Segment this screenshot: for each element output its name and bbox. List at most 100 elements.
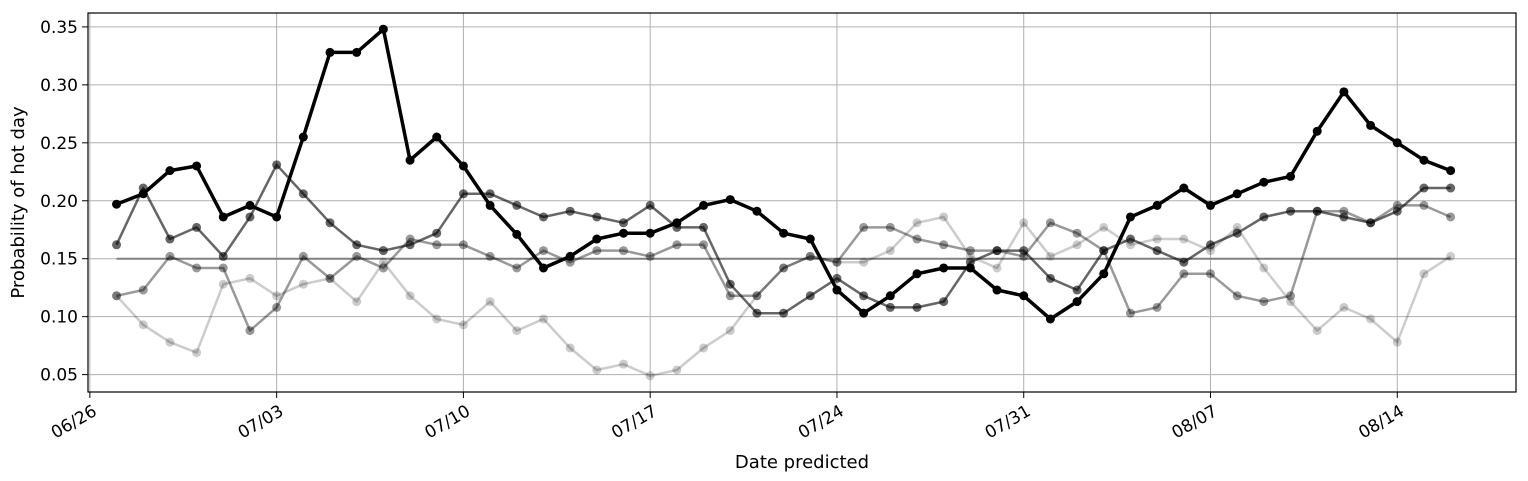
- data-point: [298, 279, 308, 289]
- data-point: [485, 297, 495, 307]
- data-point: [192, 222, 202, 232]
- data-point: [1339, 212, 1349, 222]
- data-point: [165, 337, 175, 347]
- data-point: [432, 240, 442, 250]
- data-point: [538, 314, 548, 324]
- data-point: [592, 365, 602, 375]
- data-point: [1259, 297, 1269, 307]
- data-point: [1232, 291, 1242, 301]
- data-point: [1232, 228, 1242, 238]
- y-tick-label: 0.25: [40, 134, 78, 154]
- data-point: [1179, 183, 1189, 193]
- data-point: [218, 251, 228, 261]
- y-axis-label: Probability of hot day: [8, 106, 29, 299]
- data-point: [485, 251, 495, 261]
- data-point: [699, 200, 709, 210]
- data-point: [805, 251, 815, 261]
- data-point: [752, 291, 762, 301]
- data-point: [859, 257, 869, 267]
- data-point: [939, 240, 949, 250]
- data-point: [1125, 234, 1135, 244]
- data-point: [752, 308, 762, 318]
- data-point: [325, 47, 335, 57]
- data-point: [458, 189, 468, 199]
- series-3: [112, 200, 1456, 336]
- data-point: [939, 297, 949, 307]
- data-point: [512, 200, 522, 210]
- data-point: [1125, 212, 1135, 222]
- data-point: [138, 285, 148, 295]
- series-1: [112, 24, 1456, 324]
- data-point: [512, 229, 522, 239]
- data-point: [485, 189, 495, 199]
- data-point: [1312, 206, 1322, 216]
- data-point: [992, 285, 1002, 295]
- series-line: [116, 204, 1452, 332]
- data-point: [912, 269, 922, 279]
- data-point: [218, 263, 228, 273]
- data-point: [752, 291, 762, 301]
- data-point: [378, 263, 388, 273]
- data-point: [672, 240, 682, 250]
- data-point: [619, 246, 628, 256]
- data-point: [1446, 251, 1456, 261]
- data-point: [138, 320, 148, 330]
- data-point: [352, 297, 362, 307]
- data-point: [912, 302, 922, 312]
- data-point: [352, 240, 362, 250]
- x-tick-label: 07/17: [608, 401, 660, 443]
- data-point: [458, 320, 468, 330]
- series-group: [112, 24, 1456, 381]
- data-point: [1099, 222, 1109, 232]
- data-point: [832, 285, 842, 295]
- data-point: [378, 24, 388, 34]
- data-point: [805, 234, 815, 244]
- data-point: [405, 155, 415, 165]
- data-point: [672, 365, 682, 375]
- x-tick-label: 06/26: [48, 401, 100, 443]
- data-point: [725, 195, 735, 205]
- data-point: [965, 246, 975, 256]
- data-point: [458, 161, 468, 171]
- x-tick-label: 08/07: [1169, 401, 1221, 443]
- data-point: [1179, 234, 1189, 244]
- data-point: [245, 212, 255, 222]
- data-point: [1259, 212, 1269, 222]
- series-2: [112, 160, 1456, 318]
- data-point: [1019, 218, 1029, 228]
- data-point: [992, 246, 1002, 256]
- data-point: [1286, 171, 1296, 181]
- y-tick-label: 0.30: [40, 76, 78, 96]
- data-point: [112, 291, 122, 301]
- data-point: [1419, 155, 1429, 165]
- data-point: [885, 291, 895, 301]
- data-point: [298, 189, 308, 199]
- data-point: [939, 212, 949, 222]
- data-point: [352, 47, 362, 57]
- data-point: [1366, 314, 1376, 324]
- data-point: [112, 199, 122, 209]
- data-point: [1019, 246, 1029, 256]
- data-point: [1446, 212, 1456, 222]
- data-point: [1419, 200, 1429, 210]
- data-point: [725, 291, 735, 301]
- data-point: [192, 263, 202, 273]
- data-point: [592, 234, 602, 244]
- data-point: [645, 251, 655, 261]
- data-point: [805, 251, 815, 261]
- data-point: [512, 263, 522, 273]
- data-point: [725, 279, 735, 289]
- data-point: [832, 257, 842, 267]
- data-point: [538, 263, 548, 273]
- data-point: [885, 222, 895, 232]
- data-point: [1392, 206, 1402, 216]
- data-point: [1152, 234, 1162, 244]
- data-point: [1072, 297, 1082, 307]
- data-point: [779, 308, 789, 318]
- data-point: [485, 200, 495, 210]
- data-point: [298, 132, 308, 142]
- data-point: [1019, 291, 1029, 301]
- data-point: [1072, 228, 1082, 238]
- data-point: [1286, 297, 1296, 307]
